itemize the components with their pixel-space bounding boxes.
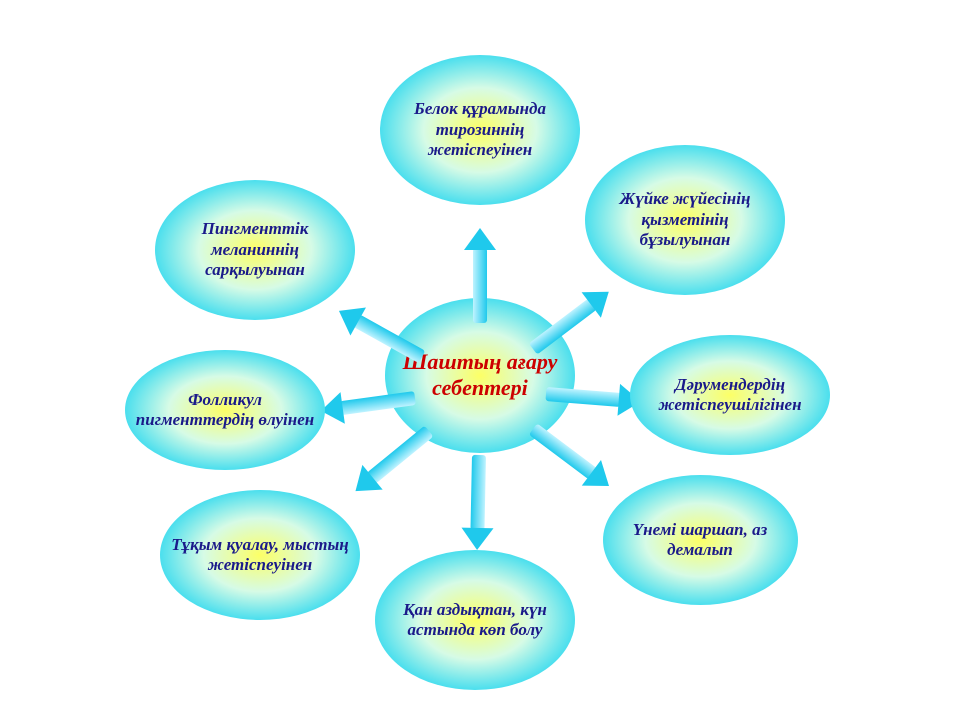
node-nerve: Жүйке жүйесінің қызметінің бұзылуынан xyxy=(585,145,785,295)
node-follicle: Фолликул пигменттердің өлуінен xyxy=(125,350,325,470)
diagram-stage: Шаштың ағару себептеріБелок құрамында ти… xyxy=(0,0,960,720)
arrow-protein xyxy=(466,228,494,323)
node-tired-label: Үнемі шаршап, аз демалып xyxy=(613,520,788,561)
arrow-heredity xyxy=(347,420,438,502)
node-melanin-label: Пингменттік меланиннің сарқылуынан xyxy=(165,219,345,280)
node-anemia-label: Қан аздықтан, күн астында көп болу xyxy=(385,600,565,641)
node-vitamin: Дәрумендердің жетіспеушілігінен xyxy=(630,335,830,455)
node-nerve-label: Жүйке жүйесінің қызметінің бұзылуынан xyxy=(595,189,775,250)
node-protein-label: Белок құрамында тирозиннің жетіспеуінен xyxy=(390,99,570,160)
node-melanin: Пингменттік меланиннің сарқылуынан xyxy=(155,180,355,320)
node-heredity-label: Тұқым қуалау, мыстың жетіспеуінен xyxy=(170,535,350,576)
node-follicle-label: Фолликул пигменттердің өлуінен xyxy=(135,390,315,431)
arrow-anemia xyxy=(463,455,493,551)
node-tired: Үнемі шаршап, аз демалып xyxy=(603,475,798,605)
arrow-tired xyxy=(524,417,617,496)
node-anemia: Қан аздықтан, күн астында көп болу xyxy=(375,550,575,690)
node-vitamin-label: Дәрумендердің жетіспеушілігінен xyxy=(640,375,820,416)
node-protein: Белок құрамында тирозиннің жетіспеуінен xyxy=(380,55,580,205)
node-heredity: Тұқым қуалау, мыстың жетіспеуінен xyxy=(160,490,360,620)
